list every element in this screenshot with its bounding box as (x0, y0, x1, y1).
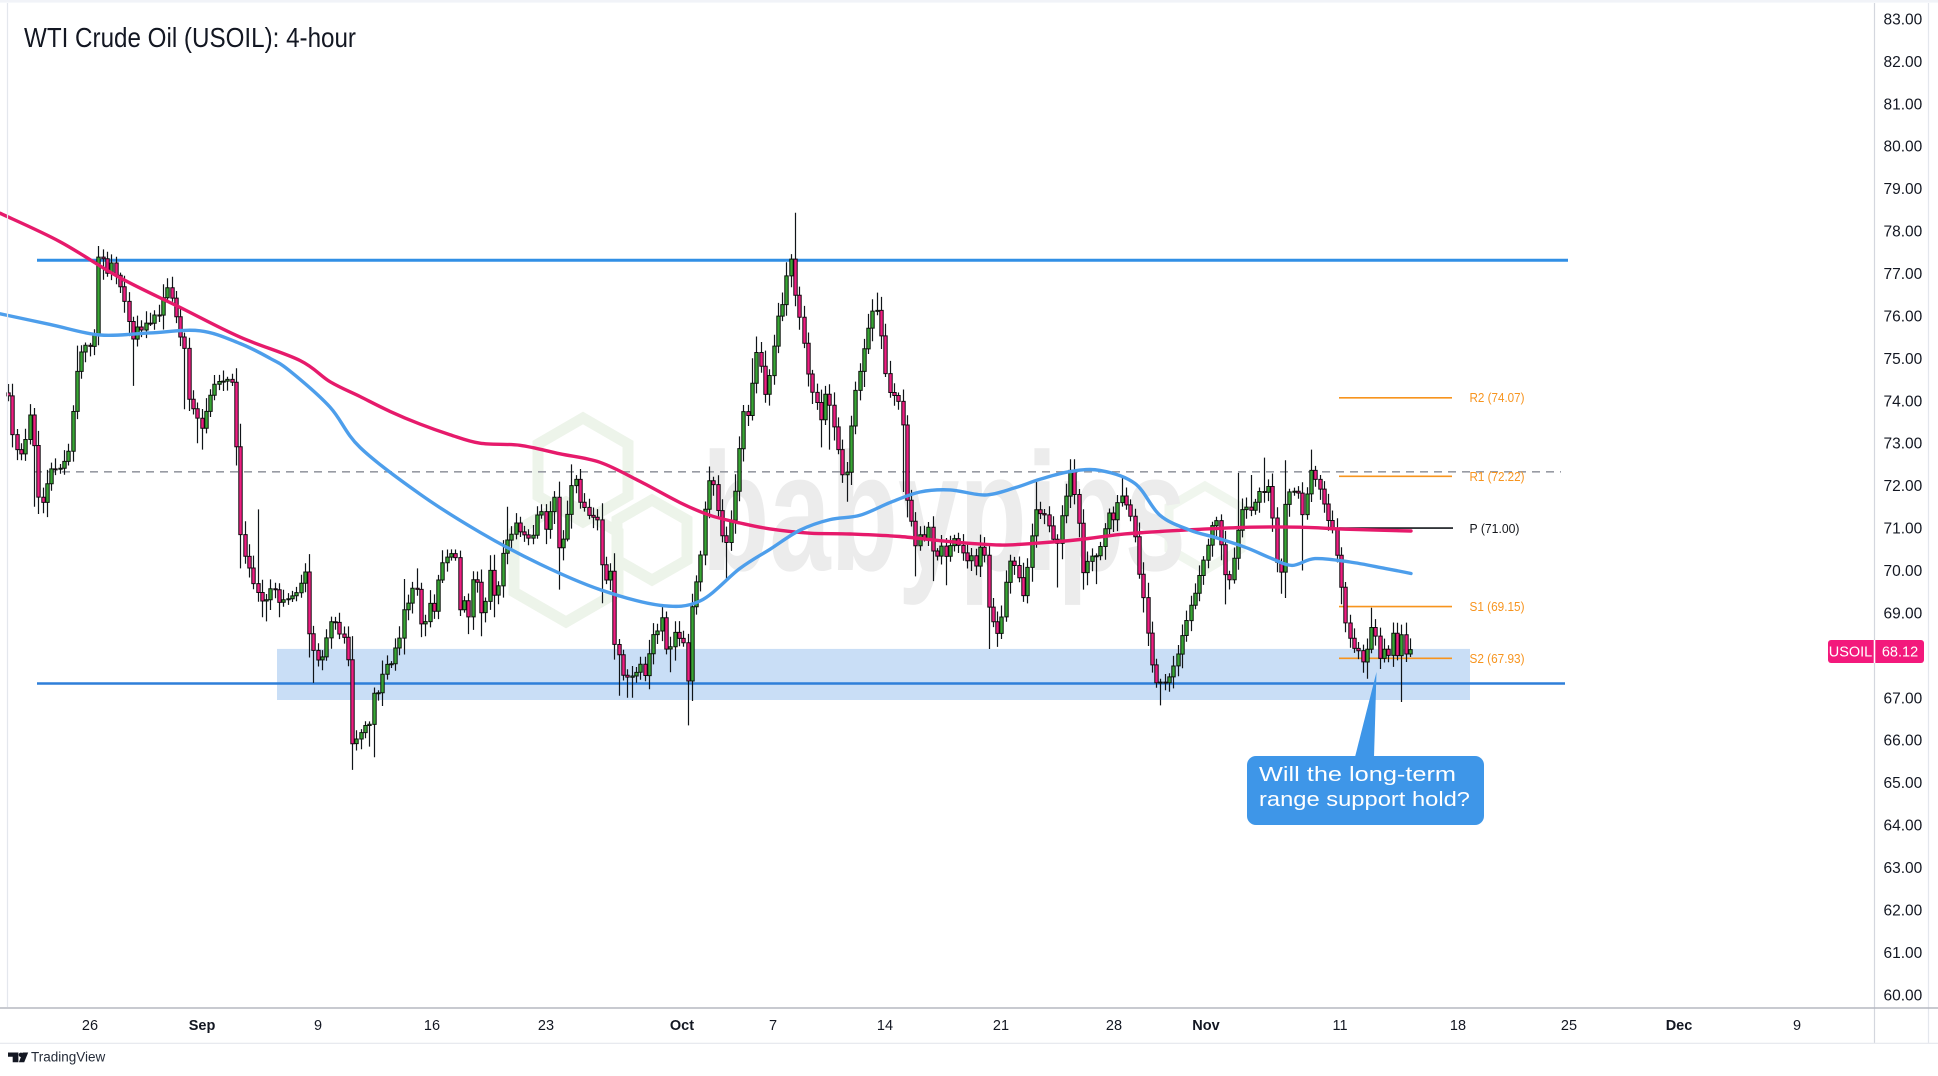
svg-text:64.00: 64.00 (1884, 818, 1923, 835)
svg-text:83.00: 83.00 (1884, 11, 1923, 28)
svg-text:Dec: Dec (1666, 1018, 1693, 1034)
svg-text:73.00: 73.00 (1884, 436, 1923, 453)
svg-text:75.00: 75.00 (1884, 351, 1923, 368)
svg-text:S1 (69.15): S1 (69.15) (1470, 599, 1525, 614)
svg-text:WTI Crude Oil (USOIL): 4-hour: WTI Crude Oil (USOIL): 4-hour (24, 22, 356, 53)
svg-text:60.00: 60.00 (1884, 987, 1923, 1004)
svg-text:26: 26 (82, 1018, 98, 1034)
svg-text:Will the long-term: Will the long-term (1259, 763, 1456, 786)
svg-text:65.00: 65.00 (1884, 775, 1923, 792)
svg-text:9: 9 (1793, 1018, 1801, 1034)
svg-text:81.00: 81.00 (1884, 96, 1923, 113)
svg-text:63.00: 63.00 (1884, 860, 1923, 877)
svg-text:76.00: 76.00 (1884, 308, 1923, 325)
svg-text:72.00: 72.00 (1884, 478, 1923, 495)
svg-text:21: 21 (993, 1018, 1009, 1034)
svg-text:Oct: Oct (670, 1018, 694, 1034)
svg-text:14: 14 (877, 1018, 893, 1034)
svg-text:babypips: babypips (702, 418, 1186, 606)
svg-text:66.00: 66.00 (1884, 733, 1923, 750)
svg-text:P (71.00): P (71.00) (1470, 521, 1520, 536)
svg-text:18: 18 (1450, 1018, 1466, 1034)
svg-text:16: 16 (424, 1018, 440, 1034)
svg-text:70.00: 70.00 (1884, 563, 1923, 580)
svg-text:USOIL: USOIL (1829, 645, 1873, 661)
svg-text:9: 9 (314, 1018, 322, 1034)
svg-text:R1 (72.22): R1 (72.22) (1470, 469, 1525, 484)
svg-text:62.00: 62.00 (1884, 902, 1923, 919)
svg-text:23: 23 (538, 1018, 554, 1034)
svg-text:61.00: 61.00 (1884, 945, 1923, 962)
svg-text:28: 28 (1106, 1018, 1122, 1034)
svg-text:74.00: 74.00 (1884, 393, 1923, 410)
svg-text:25: 25 (1561, 1018, 1577, 1034)
svg-text:69.00: 69.00 (1884, 605, 1923, 622)
svg-text:S2 (67.93): S2 (67.93) (1470, 651, 1525, 666)
svg-text:68.12: 68.12 (1882, 645, 1918, 661)
svg-text:range support hold?: range support hold? (1259, 788, 1470, 811)
svg-text:71.00: 71.00 (1884, 521, 1923, 538)
svg-text:Sep: Sep (189, 1018, 216, 1034)
svg-text:80.00: 80.00 (1884, 139, 1923, 156)
svg-text:77.00: 77.00 (1884, 266, 1923, 283)
svg-text:7: 7 (769, 1018, 777, 1034)
svg-text:67.00: 67.00 (1884, 690, 1923, 707)
svg-text:Nov: Nov (1192, 1018, 1219, 1034)
svg-text:TradingView: TradingView (31, 1050, 106, 1065)
svg-text:82.00: 82.00 (1884, 54, 1923, 71)
svg-text:R2 (74.07): R2 (74.07) (1470, 390, 1525, 405)
svg-text:78.00: 78.00 (1884, 224, 1923, 241)
svg-text:79.00: 79.00 (1884, 181, 1923, 198)
svg-text:11: 11 (1332, 1018, 1347, 1034)
